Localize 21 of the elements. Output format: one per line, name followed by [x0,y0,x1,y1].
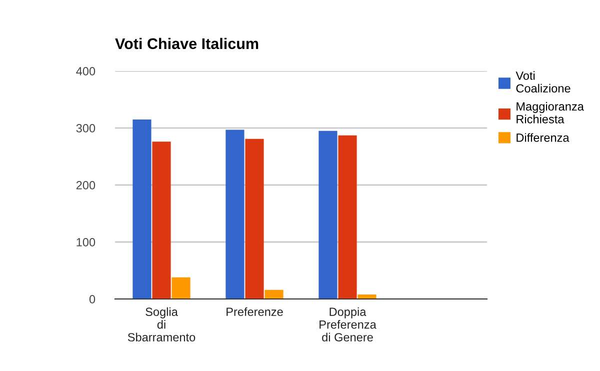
bar [132,119,152,299]
y-tick-label: 200 [76,181,96,190]
y-tick-label: 400 [76,67,96,76]
legend-label: Maggioranza Richiesta [516,102,584,124]
bar [172,277,190,299]
bar [152,142,171,299]
bar [245,138,264,299]
y-tick-label: 100 [76,238,96,246]
bar [358,294,376,299]
chart-title: Voti Chiave Italicum [115,38,258,50]
bar [264,290,284,299]
legend-label: Differenza [516,133,570,142]
y-tick-label: 0 [89,295,96,304]
x-tick-label: Soglia di Sbarramento [128,307,196,342]
bar [338,135,357,299]
bar [226,130,244,299]
legend-label: Voti Coalizione [516,71,570,93]
x-tick-label: Preferenze [226,307,283,316]
bar [318,130,338,299]
y-tick-label: 300 [76,124,96,132]
x-tick-label: Doppia Preferenza di Genere [320,307,376,342]
